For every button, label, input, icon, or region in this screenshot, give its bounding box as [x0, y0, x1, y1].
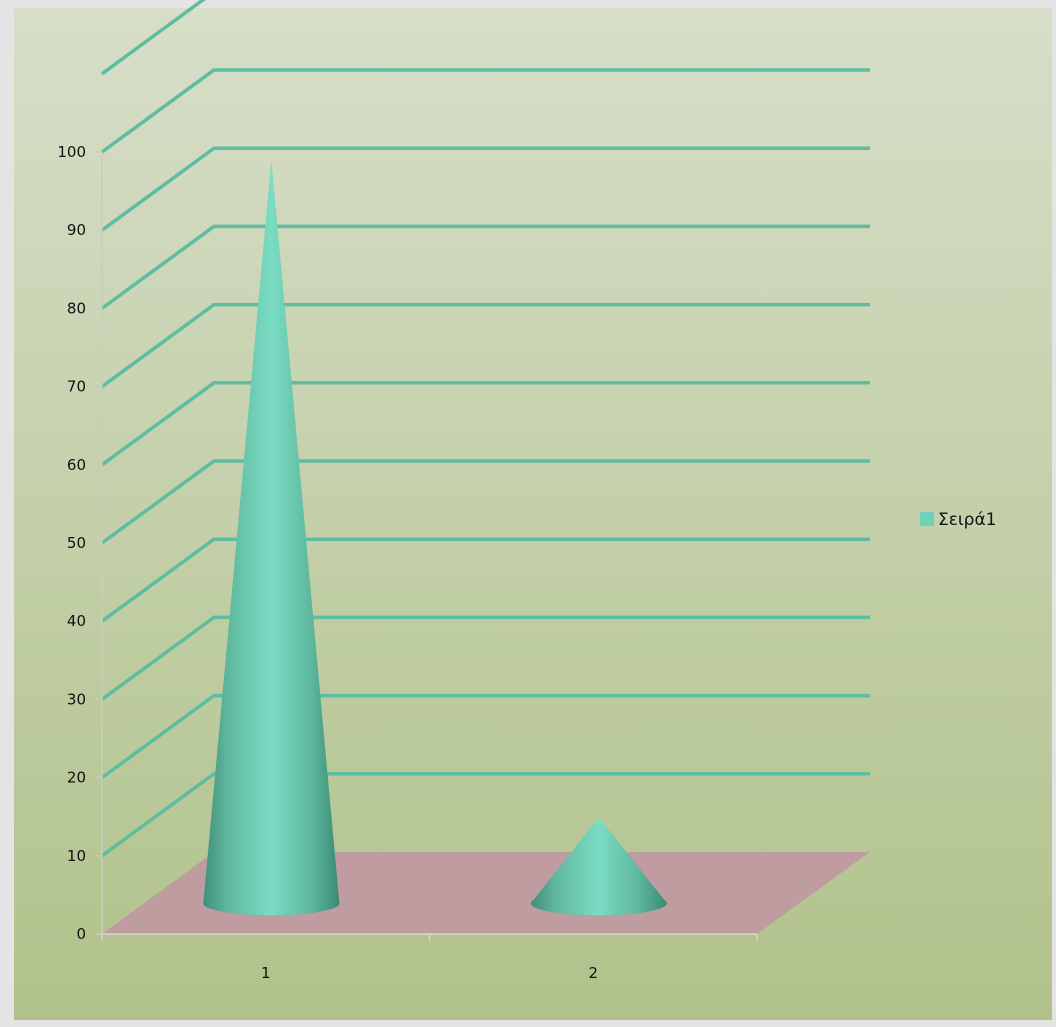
- y-tick-label: 70: [67, 378, 86, 396]
- gridline: [100, 615, 870, 701]
- y-tick-label: 40: [67, 612, 86, 630]
- gridline: [100, 459, 870, 545]
- legend-label: Σειρά1: [938, 510, 997, 530]
- y-tick-label: 90: [67, 221, 86, 239]
- gridline: [100, 381, 870, 467]
- gridline: [100, 146, 870, 232]
- cone-mark: [530, 817, 667, 916]
- gridline: [100, 537, 870, 623]
- y-tick-label: 20: [67, 769, 86, 787]
- gridline: [100, 224, 870, 310]
- gridline: [100, 0, 206, 76]
- legend: Σειρά1: [920, 510, 997, 530]
- data-cones: [203, 160, 667, 916]
- gridline: [100, 68, 870, 154]
- chart-background: [14, 8, 1052, 1020]
- x-tick-label: 2: [588, 964, 598, 982]
- cone-body: [203, 160, 340, 916]
- y-tick-label: 50: [67, 534, 86, 552]
- y-tick-label: 80: [67, 299, 86, 317]
- cone-mark: [203, 160, 340, 916]
- gridlines: [100, 0, 870, 858]
- y-tick-labels: 0 10 20 30 40 50 60 70 80 90 100: [57, 143, 86, 943]
- gridline: [100, 693, 870, 780]
- y-tick-label: 100: [57, 143, 86, 161]
- legend-swatch: [920, 512, 934, 526]
- y-tick-label: 30: [67, 690, 86, 708]
- x-tick-label: 1: [261, 964, 271, 982]
- y-tick-label: 0: [76, 925, 86, 943]
- gridline: [100, 772, 870, 858]
- y-tick-label: 60: [67, 456, 86, 474]
- cone-body: [530, 817, 667, 916]
- y-axis: [96, 151, 758, 941]
- y-tick-label: 10: [67, 847, 86, 865]
- gridline: [100, 302, 870, 389]
